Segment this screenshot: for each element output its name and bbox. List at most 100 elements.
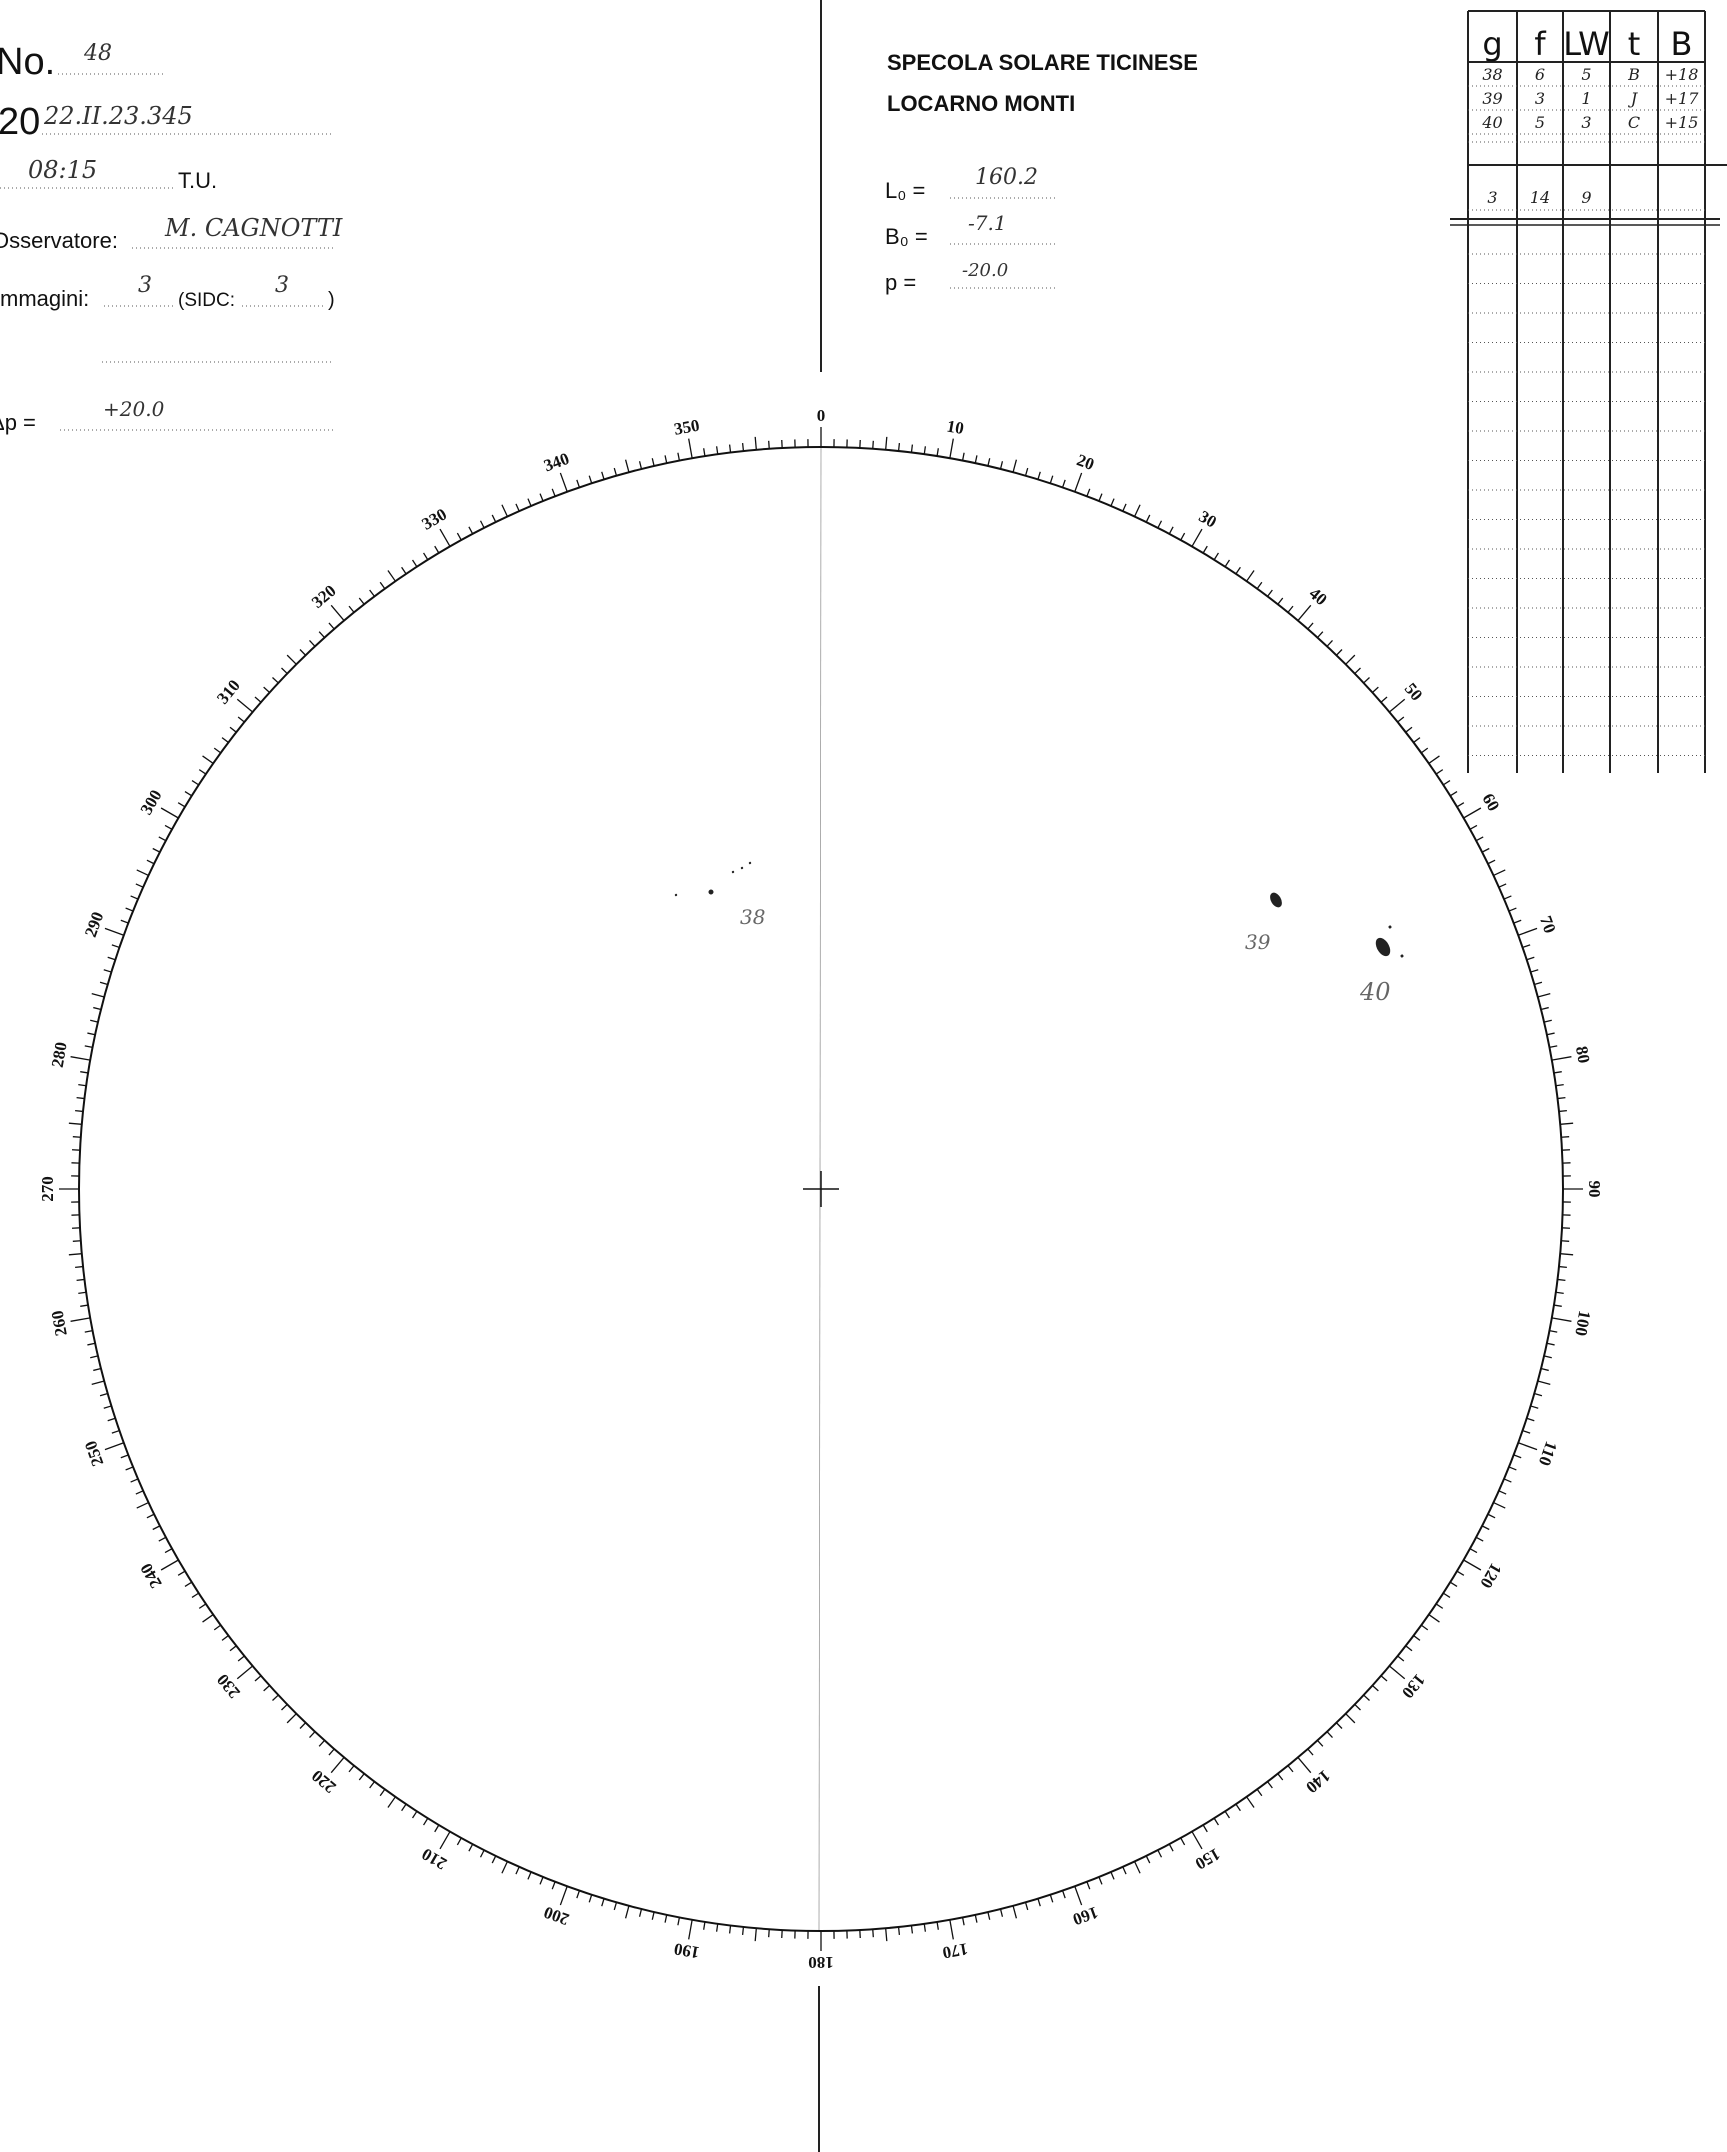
degree-tick bbox=[152, 1525, 161, 1531]
degree-tick bbox=[1074, 472, 1083, 492]
degree-tick bbox=[439, 528, 451, 547]
degree-tick bbox=[664, 455, 668, 464]
degree-tick bbox=[1363, 1694, 1370, 1701]
degree-tick bbox=[1191, 1831, 1203, 1850]
degree-tick bbox=[160, 807, 179, 819]
degree-tick bbox=[1335, 1722, 1343, 1729]
degree-tick bbox=[1526, 956, 1535, 961]
degree-tick bbox=[93, 1367, 102, 1372]
degree-tick bbox=[236, 698, 254, 713]
degree-tick bbox=[358, 1773, 365, 1781]
degree-tick bbox=[387, 1796, 396, 1808]
table-cell: 5 bbox=[1581, 65, 1591, 84]
degree-label: 160 bbox=[1070, 1903, 1100, 1930]
degree-tick bbox=[1420, 1624, 1429, 1631]
degree-tick bbox=[515, 503, 520, 512]
degree-tick bbox=[1235, 1803, 1241, 1812]
degree-tick bbox=[1388, 698, 1406, 713]
degree-tick bbox=[1267, 589, 1273, 597]
group-label: 38 bbox=[740, 905, 765, 929]
degree-tick bbox=[1508, 1466, 1517, 1471]
sidc-close: ) bbox=[328, 289, 335, 311]
degree-tick bbox=[1202, 1824, 1208, 1833]
degree-tick bbox=[68, 1122, 82, 1125]
degree-label: 110 bbox=[1535, 1439, 1561, 1469]
degree-tick bbox=[434, 545, 440, 554]
degree-tick bbox=[103, 969, 112, 973]
degree-tick bbox=[576, 1890, 581, 1899]
degree-tick bbox=[107, 1417, 116, 1422]
count-table: g f LW t B 38 6 5 B +18 39 3 1 J +17 40 5 3 C +15 3 14 9 bbox=[1450, 10, 1727, 773]
degree-tick bbox=[318, 1739, 325, 1747]
degree-tick bbox=[120, 919, 129, 924]
degree-tick bbox=[330, 604, 345, 622]
degree-tick bbox=[254, 696, 262, 703]
degree-label: 130 bbox=[1398, 1670, 1429, 1702]
degree-tick bbox=[456, 1837, 462, 1846]
degree-tick bbox=[1037, 1898, 1041, 1907]
degree-tick bbox=[104, 1442, 124, 1451]
degree-tick bbox=[961, 1917, 965, 1926]
degree-tick bbox=[146, 1513, 155, 1519]
degree-tick bbox=[1498, 1490, 1507, 1495]
degree-tick bbox=[1508, 907, 1517, 912]
degree-tick bbox=[229, 726, 237, 733]
degree-tick bbox=[1493, 1501, 1506, 1509]
degree-tick bbox=[184, 1581, 193, 1587]
degree-tick bbox=[1420, 747, 1429, 754]
sunspot bbox=[1400, 954, 1404, 958]
degree-tick bbox=[1191, 528, 1203, 547]
degree-tick bbox=[688, 438, 693, 459]
degree-tick bbox=[1380, 1675, 1388, 1682]
table-header: f bbox=[1534, 25, 1546, 63]
table-cell: 3 bbox=[1535, 89, 1545, 108]
degree-tick bbox=[728, 1925, 732, 1934]
degree-label: 210 bbox=[418, 1844, 450, 1873]
degree-tick bbox=[1224, 1810, 1231, 1819]
time-unit: T.U. bbox=[178, 168, 217, 193]
degree-tick bbox=[1534, 1392, 1543, 1397]
degree-tick bbox=[1122, 1866, 1127, 1875]
degree-tick bbox=[1287, 605, 1294, 613]
degree-label: 10 bbox=[945, 416, 965, 438]
degree-tick bbox=[961, 452, 965, 461]
degree-tick bbox=[1449, 791, 1458, 797]
degree-tick bbox=[1498, 883, 1507, 888]
degree-tick bbox=[1561, 1136, 1570, 1138]
degree-tick bbox=[1530, 969, 1539, 973]
degree-tick bbox=[1503, 1478, 1512, 1483]
table-header: B bbox=[1671, 25, 1693, 63]
degree-tick bbox=[588, 1894, 593, 1903]
degree-label: 300 bbox=[137, 786, 166, 818]
degree-tick bbox=[1012, 459, 1018, 473]
degree-tick bbox=[1546, 1032, 1555, 1036]
degree-tick bbox=[1277, 597, 1284, 605]
observer-label: Osservatore: bbox=[0, 228, 118, 253]
date: 22.II.23.345 bbox=[43, 102, 193, 130]
degree-tick bbox=[715, 1923, 719, 1932]
degree-tick bbox=[1157, 1849, 1163, 1858]
degree-tick bbox=[1354, 667, 1361, 675]
degree-tick bbox=[1557, 1096, 1566, 1100]
degree-tick bbox=[715, 446, 719, 455]
degree-tick bbox=[434, 1824, 440, 1833]
degree-tick bbox=[177, 802, 186, 808]
degree-tick bbox=[87, 1032, 96, 1036]
degree-tick bbox=[111, 1429, 120, 1434]
degree-tick bbox=[1551, 1056, 1572, 1061]
degree-tick bbox=[885, 1928, 888, 1942]
degree-tick bbox=[1180, 1837, 1186, 1846]
degree-tick bbox=[152, 847, 161, 853]
table-cell: 38 bbox=[1482, 65, 1502, 84]
degree-tick bbox=[1549, 1329, 1558, 1333]
degree-tick bbox=[93, 1006, 102, 1011]
degree-tick bbox=[491, 1855, 497, 1864]
degree-tick bbox=[299, 649, 307, 656]
sidc: 3 bbox=[275, 273, 289, 298]
degree-tick bbox=[328, 1748, 335, 1756]
degree-label: 340 bbox=[541, 449, 571, 476]
degree-tick bbox=[1551, 1317, 1572, 1322]
degree-tick bbox=[456, 532, 462, 541]
sunspot bbox=[748, 861, 752, 865]
